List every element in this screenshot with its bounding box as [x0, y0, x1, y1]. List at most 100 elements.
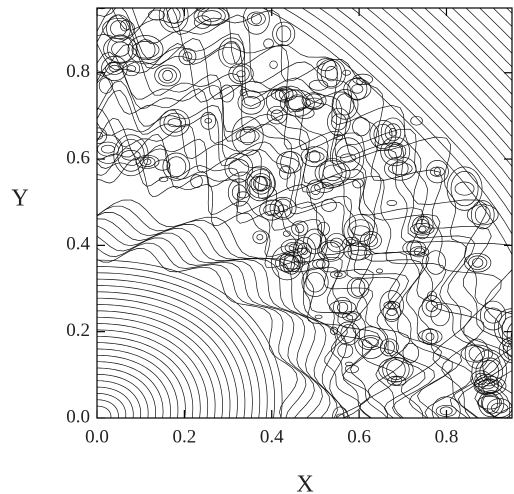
contour-line: [351, 8, 512, 167]
contour-loop: [236, 70, 246, 78]
contour-loop: [127, 35, 164, 65]
contour-loop: [479, 300, 507, 331]
contour-loop: [219, 84, 235, 103]
contour-loop: [304, 151, 325, 163]
x-tick-label: 0.0: [85, 426, 109, 447]
contour-loop: [460, 344, 493, 363]
contour-loop: [468, 255, 488, 270]
contour-line: [97, 386, 134, 418]
contour-line: [97, 380, 142, 418]
contour-loop: [481, 392, 498, 413]
contour-line: [506, 8, 512, 14]
contour-loop: [498, 336, 512, 364]
contour-loop: [321, 198, 337, 212]
contour-loop: [352, 178, 364, 189]
contour-loop: [342, 311, 362, 322]
contour-loop: [303, 228, 327, 255]
contour-loop: [410, 222, 435, 236]
contour-line: [97, 61, 453, 418]
contour-loop: [337, 343, 354, 359]
contour-loop: [388, 144, 403, 159]
contour-loop: [193, 15, 212, 29]
contour-line: [97, 266, 276, 418]
contour-loop: [253, 176, 267, 191]
contour-loop: [162, 8, 185, 28]
contour-line: [97, 310, 223, 418]
contour-loop: [195, 8, 210, 12]
contour-line: [97, 342, 186, 418]
contour-loop: [306, 179, 325, 200]
contour-loop: [326, 233, 347, 253]
contour-loop: [386, 308, 397, 316]
contour-loop: [162, 70, 173, 81]
contour-loop: [320, 60, 342, 88]
contour-loop: [333, 134, 343, 141]
contour-loop: [413, 247, 426, 256]
contour-line: [424, 8, 512, 95]
contour-loop: [166, 8, 181, 24]
contour-loop: [182, 51, 193, 62]
contour-loop: [384, 156, 417, 181]
contour-loop: [102, 17, 135, 40]
contour-loop: [292, 236, 316, 265]
contour-loop: [386, 359, 406, 381]
contour-line: [97, 107, 405, 418]
contour-loop: [117, 138, 145, 172]
contour-line: [97, 14, 501, 418]
contour-loop: [278, 88, 290, 100]
contour-loop: [269, 196, 297, 220]
contour-loop: [204, 118, 213, 124]
contour-loop: [316, 58, 336, 72]
contour-loop: [231, 184, 247, 201]
contour-line: [438, 8, 512, 82]
contour-loop: [382, 302, 401, 322]
contour-loop: [259, 199, 284, 221]
contour-loop: [343, 214, 378, 247]
contour-loop: [331, 113, 347, 131]
contour-loop: [284, 96, 311, 110]
contour-line: [97, 242, 307, 418]
contour-loop: [351, 225, 370, 236]
contour-loop: [346, 277, 370, 299]
contour-line: [451, 8, 512, 68]
x-tick-label: 0.4: [260, 426, 284, 447]
contour-loop: [166, 156, 187, 177]
contour-loop: [300, 246, 308, 255]
contour-loop: [122, 61, 141, 77]
contour-line: [111, 8, 512, 418]
contour-loop: [308, 150, 321, 164]
contour-loop: [310, 184, 321, 195]
contour-loop: [246, 169, 276, 199]
contour-loop: [330, 237, 343, 248]
contour-loop: [430, 303, 450, 327]
contour-loop: [97, 141, 119, 157]
contour-loop: [196, 0, 209, 6]
contour-loop: [421, 295, 442, 318]
contour-loop: [329, 300, 357, 315]
contour-loop: [190, 174, 203, 189]
x-axis-label: X: [296, 472, 313, 494]
contour-line: [97, 361, 164, 418]
contour-loop: [193, 8, 230, 26]
contour-loop: [135, 39, 156, 61]
contour-loop: [228, 159, 250, 177]
contour-loop: [446, 166, 483, 211]
contour-loop: [378, 357, 414, 382]
contour-loop: [284, 241, 304, 254]
contour-loop: [425, 300, 438, 312]
contour-loop: [356, 77, 364, 86]
contour-loop: [384, 142, 407, 161]
contour-line: [97, 0, 514, 418]
contour-loop: [433, 167, 441, 176]
contour-line: [97, 374, 149, 418]
contour-loop: [334, 272, 343, 277]
contour-loop: [316, 58, 346, 89]
contour-loop: [271, 245, 303, 281]
contour-loop: [360, 231, 382, 250]
contour-loop: [358, 335, 383, 351]
contour-line: [97, 80, 435, 418]
contour-line: [97, 235, 315, 418]
contour-loop: [483, 307, 503, 324]
contour-loop: [279, 165, 292, 180]
contour-loop: [335, 93, 355, 116]
